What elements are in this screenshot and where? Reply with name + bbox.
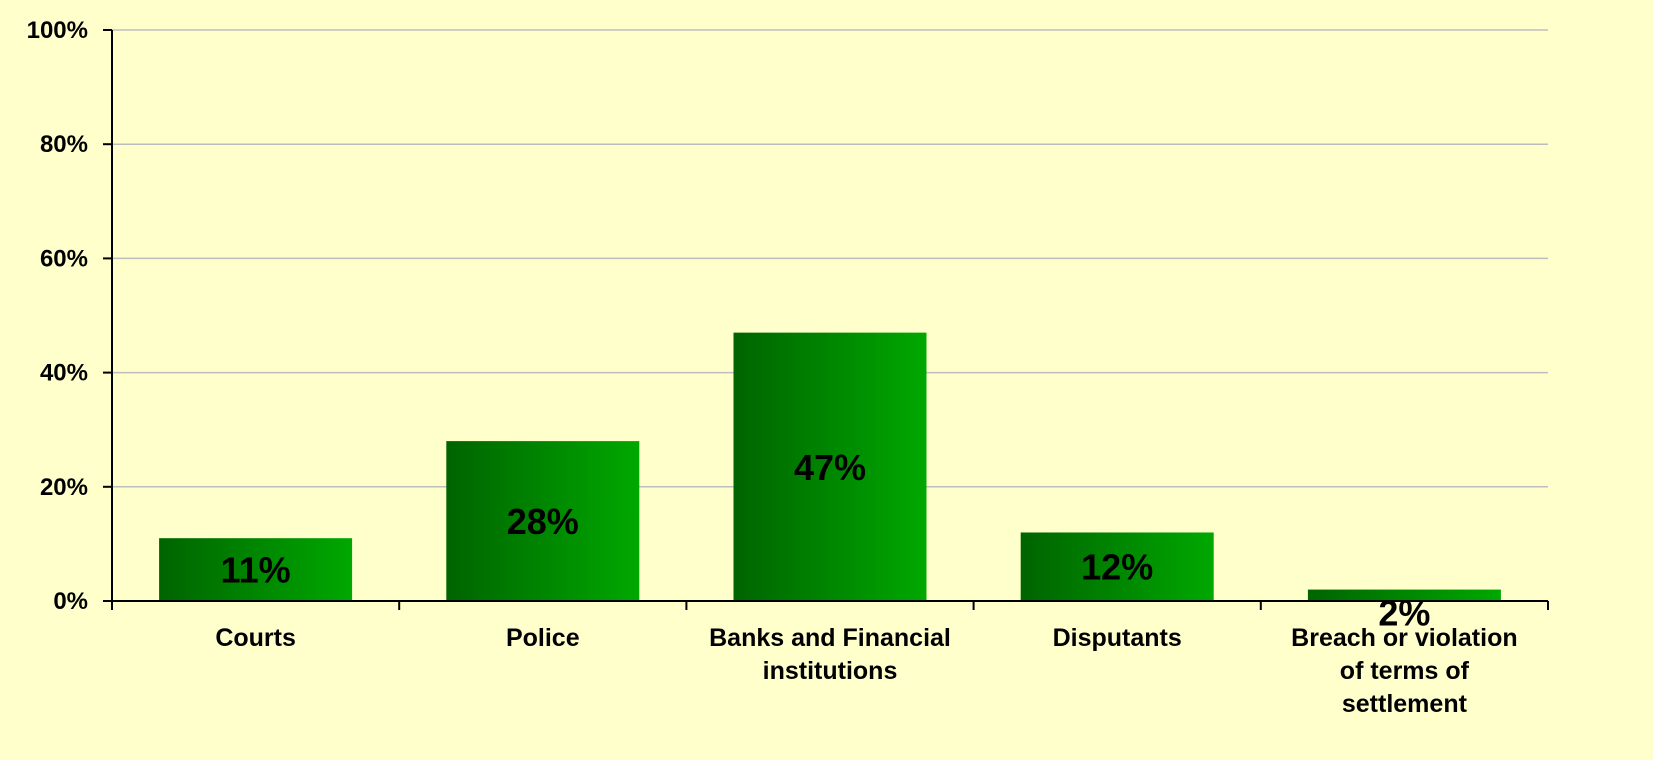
y-tick-label: 40% xyxy=(40,360,88,387)
data-label: 28% xyxy=(507,501,579,542)
y-tick-label: 0% xyxy=(53,588,88,615)
data-label: 12% xyxy=(1081,547,1153,588)
x-category-label-line: of terms of xyxy=(1340,657,1470,685)
x-category-label-line: Disputants xyxy=(1053,624,1182,652)
data-label: 47% xyxy=(794,447,866,488)
x-category-label: Courts xyxy=(215,624,296,652)
bar xyxy=(1307,589,1501,601)
bar xyxy=(159,538,353,601)
y-tick-label: 100% xyxy=(27,17,88,44)
x-category-label-line: settlement xyxy=(1342,690,1468,718)
x-category-label-line: Police xyxy=(506,624,580,652)
bar xyxy=(446,441,640,601)
y-tick-label: 80% xyxy=(40,131,88,158)
labels: 0% 20% 40% 60% 80% 100% 11% 28% 47% 12% 2% Courts Po… xyxy=(27,17,1518,718)
y-tick-label: 60% xyxy=(40,245,88,272)
axes xyxy=(103,29,1549,610)
x-category-label: Disputants xyxy=(1053,624,1182,652)
y-tick-label: 20% xyxy=(40,474,88,501)
x-category-label: Breach or violation of terms of settlement xyxy=(1291,624,1517,718)
x-category-label-line: institutions xyxy=(763,657,898,685)
bars xyxy=(159,332,1501,601)
x-category-label-line: Breach or violation xyxy=(1291,624,1517,652)
x-category-label: Banks and Financial institutions xyxy=(709,624,951,685)
x-category-label: Police xyxy=(506,624,580,652)
gridlines xyxy=(112,29,1548,488)
data-label: 2% xyxy=(1378,593,1430,634)
bar xyxy=(733,332,927,601)
x-category-label-line: Banks and Financial xyxy=(709,624,951,652)
bar xyxy=(1020,532,1214,601)
data-label: 11% xyxy=(221,550,291,591)
x-category-label-line: Courts xyxy=(215,624,296,652)
